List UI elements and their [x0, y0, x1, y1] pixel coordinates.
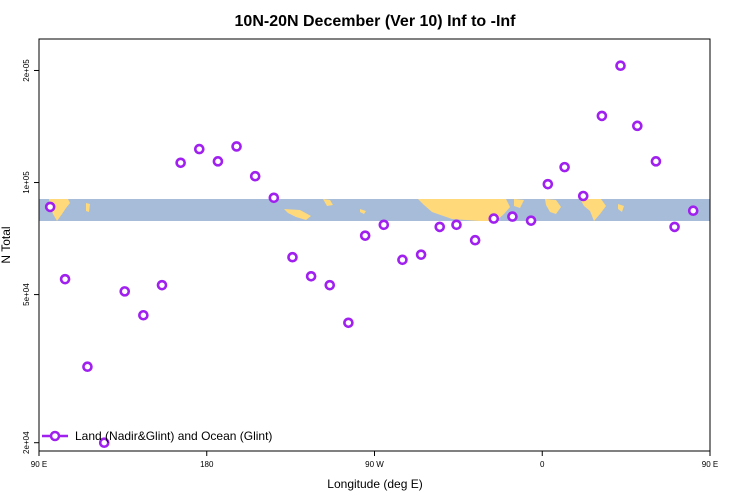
data-point	[138, 309, 149, 321]
data-point	[212, 156, 224, 167]
data-point	[268, 192, 280, 204]
legend-label: Land (Nadir&Glint) and Ocean (Glint)	[75, 429, 272, 443]
legend: Land (Nadir&Glint) and Ocean (Glint)	[42, 429, 272, 443]
data-point	[231, 141, 242, 152]
data-point	[59, 273, 71, 285]
x-axis: 90 E 180 90 W 0 90 E	[31, 451, 718, 469]
data-point	[378, 219, 390, 231]
data-point	[596, 110, 608, 122]
y-tick-label: 5e+04	[22, 283, 31, 306]
data-point	[632, 120, 643, 132]
data-point	[287, 251, 298, 263]
y-axis-label: N Total	[0, 226, 13, 263]
chart-title: 10N-20N December (Ver 10) Inf to -Inf	[235, 13, 517, 30]
data-point	[577, 190, 589, 202]
data-point	[44, 201, 56, 213]
data-point	[175, 157, 186, 169]
y-tick-label: 2e+04	[22, 431, 31, 454]
legend-marker	[49, 430, 61, 442]
data-point	[305, 270, 317, 282]
data-point	[451, 219, 462, 231]
data-point	[542, 178, 554, 190]
x-tick-label: 0	[540, 460, 545, 469]
x-tick-label: 90 W	[365, 460, 384, 469]
x-tick-label: 90 E	[31, 460, 47, 469]
data-point	[469, 234, 481, 246]
data-point	[559, 161, 570, 173]
data-point	[669, 221, 680, 233]
data-point	[525, 215, 537, 226]
data-point	[98, 437, 110, 449]
x-axis-label: Longitude (deg E)	[327, 477, 422, 491]
data-point	[249, 170, 261, 182]
data-point	[434, 221, 446, 233]
data-point	[119, 286, 131, 297]
data-point	[615, 60, 626, 72]
data-point	[507, 211, 518, 222]
data-point	[82, 361, 93, 373]
map-ocean	[39, 199, 710, 221]
data-points	[44, 60, 699, 449]
data-point	[156, 279, 168, 291]
map-strip	[39, 199, 710, 221]
plot-frame	[38, 38, 711, 452]
x-tick-label: 180	[200, 460, 214, 469]
data-point	[324, 279, 336, 291]
y-tick-label: 1e+05	[22, 171, 31, 194]
data-point	[343, 317, 354, 329]
data-point	[397, 254, 408, 266]
data-point	[359, 230, 371, 241]
data-point	[193, 143, 205, 155]
data-point	[488, 213, 500, 224]
data-point	[687, 205, 699, 217]
x-tick-label: 90 E	[702, 460, 718, 469]
y-axis: 2e+04 5e+04 1e+05 2e+05	[22, 59, 39, 454]
map-land	[49, 199, 624, 221]
data-point	[415, 249, 427, 260]
y-tick-label: 2e+05	[22, 59, 31, 82]
data-point	[650, 156, 662, 167]
